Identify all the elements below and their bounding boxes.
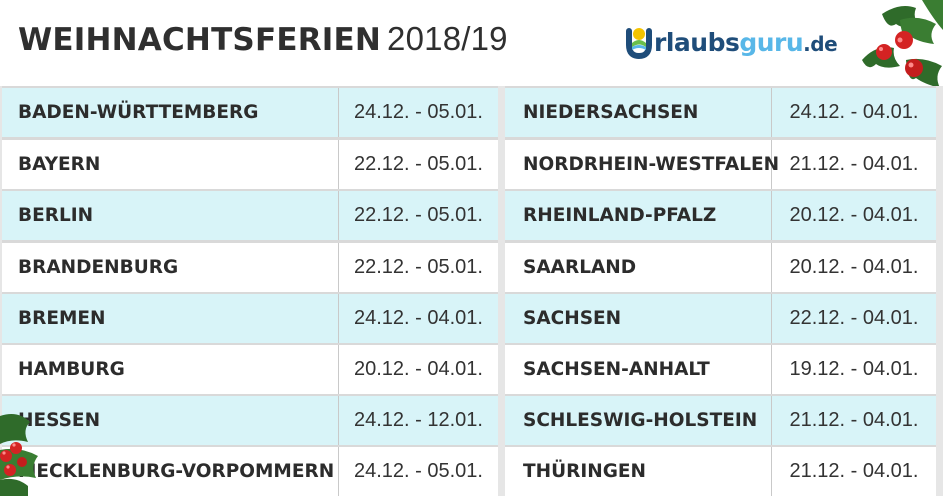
state-name: HAMBURG [2, 345, 339, 394]
table-row: SACHSEN-ANHALT 19.12. - 04.01. [505, 345, 936, 394]
holiday-dates: 24.12. - 05.01. [354, 101, 483, 123]
table-row: BREMEN 24.12. - 04.01. [2, 294, 498, 343]
holiday-dates: 20.12. - 04.01. [354, 358, 483, 380]
holiday-dates: 20.12. - 04.01. [789, 204, 919, 226]
state-name: THÜRINGEN [505, 447, 772, 496]
state-name: BRANDENBURG [2, 243, 339, 292]
table-row: SAARLAND 20.12. - 04.01. [505, 243, 936, 292]
logo-u-icon [626, 28, 652, 59]
table-row: SACHSEN 22.12. - 04.01. [505, 294, 936, 343]
holiday-dates: 21.12. - 04.01. [789, 409, 919, 431]
holiday-table: BADEN-WÜRTTEMBERG 24.12. - 05.01. BAYERN 22… [0, 86, 943, 496]
table-row: HESSEN 24.12. - 12.01. [2, 396, 498, 445]
title-text: WEIHNACHTSFERIEN [18, 22, 382, 58]
table-row: BADEN-WÜRTTEMBERG 24.12. - 05.01. [2, 88, 498, 137]
page-title: WEIHNACHTSFERIEN 2018/19 [18, 20, 508, 58]
table-row: MECKLENBURG-VORPOMMERN 24.12. - 05.01. [2, 447, 498, 496]
urlaubsguru-logo[interactable]: rlaubsguru.de [626, 22, 838, 62]
table-row: BERLIN 22.12. - 05.01. [2, 191, 498, 240]
table-left-column: BADEN-WÜRTTEMBERG 24.12. - 05.01. BAYERN 22… [2, 86, 498, 496]
table-row: BRANDENBURG 22.12. - 05.01. [2, 243, 498, 292]
state-name: BADEN-WÜRTTEMBERG [2, 88, 339, 137]
state-name: SACHSEN [505, 294, 772, 343]
state-name: BAYERN [2, 140, 339, 189]
state-name: MECKLENBURG-VORPOMMERN [2, 447, 339, 496]
state-name: SCHLESWIG-HOLSTEIN [505, 396, 772, 445]
holiday-dates: 24.12. - 04.01. [354, 307, 483, 329]
table-right-column: NIEDERSACHSEN 24.12. - 04.01. NORDRHEIN-WE… [505, 86, 936, 496]
state-name: NORDRHEIN-WESTFALEN [505, 140, 779, 189]
holiday-dates: 22.12. - 05.01. [354, 204, 483, 226]
state-name: BREMEN [2, 294, 339, 343]
table-row: NORDRHEIN-WESTFALEN 21.12. - 04.01. [505, 140, 936, 189]
holiday-dates: 21.12. - 04.01. [789, 460, 919, 482]
holiday-dates: 24.12. - 04.01. [789, 101, 919, 123]
holiday-dates: 24.12. - 05.01. [354, 460, 483, 482]
state-name: SACHSEN-ANHALT [505, 345, 772, 394]
table-row: SCHLESWIG-HOLSTEIN 21.12. - 04.01. [505, 396, 936, 445]
holiday-dates: 24.12. - 12.01. [354, 409, 483, 431]
state-name: NIEDERSACHSEN [505, 88, 772, 137]
holiday-dates: 22.12. - 04.01. [789, 307, 919, 329]
table-row: BAYERN 22.12. - 05.01. [2, 140, 498, 189]
table-row: RHEINLAND-PFALZ 20.12. - 04.01. [505, 191, 936, 240]
holiday-dates: 22.12. - 05.01. [354, 153, 483, 175]
table-row: THÜRINGEN 21.12. - 04.01. [505, 447, 936, 496]
holiday-dates: 20.12. - 04.01. [789, 256, 919, 278]
holly-berries-icon [862, 0, 943, 88]
holiday-dates: 22.12. - 05.01. [354, 256, 483, 278]
state-name: HESSEN [2, 396, 339, 445]
state-name: BERLIN [2, 191, 339, 240]
state-name: SAARLAND [505, 243, 772, 292]
logo-text: rlaubsguru.de [654, 27, 838, 57]
table-row: NIEDERSACHSEN 24.12. - 04.01. [505, 88, 936, 137]
header: WEIHNACHTSFERIEN 2018/19 rlaubsguru.de [0, 0, 943, 88]
holly-berries-icon [0, 414, 38, 496]
title-year: 2018/19 [387, 20, 508, 57]
state-name: RHEINLAND-PFALZ [505, 191, 772, 240]
holiday-dates: 21.12. - 04.01. [789, 153, 919, 175]
holiday-dates: 19.12. - 04.01. [789, 358, 919, 380]
table-row: HAMBURG 20.12. - 04.01. [2, 345, 498, 394]
